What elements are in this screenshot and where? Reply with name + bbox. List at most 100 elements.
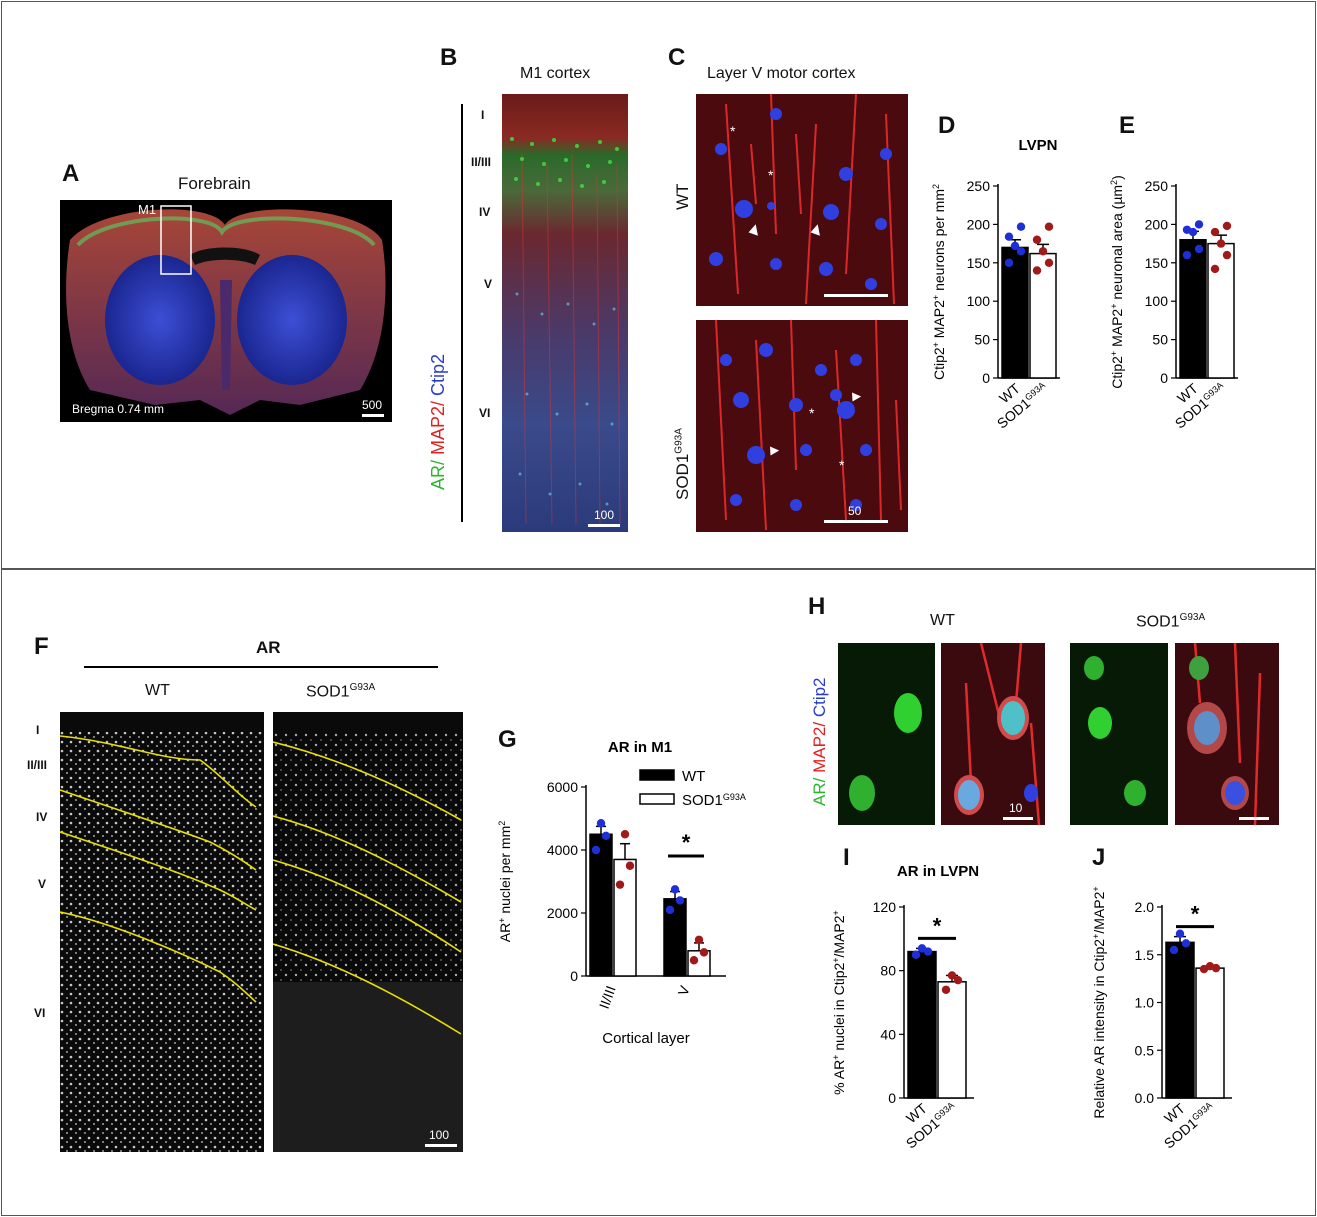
panel-f-title-rule (84, 666, 438, 668)
bar-sod (1195, 967, 1225, 1099)
y-tick-label: 40 (880, 1026, 896, 1042)
panel-c-sod-side-label: SOD1G93A (673, 428, 692, 500)
h-ar-stain-label: AR/ (810, 777, 829, 806)
bar-wt (907, 950, 937, 1099)
y-tick-label: 200 (1145, 216, 1169, 232)
ar-stain-label: AR/ (428, 459, 448, 490)
x-tick-label: II/III (596, 984, 619, 1011)
y-tick-label: 4000 (547, 842, 578, 858)
f-layer-3: IV (36, 810, 48, 824)
panel-label-e: E (1119, 112, 1136, 139)
b-layer-2: II/III (471, 155, 492, 169)
panel-c-title: Layer V motor cortex (707, 65, 856, 82)
data-point (1044, 258, 1054, 267)
data-point (1210, 264, 1220, 274)
data-point (675, 896, 685, 905)
data-point (1032, 235, 1042, 244)
b-layer-4: V (484, 277, 493, 291)
h-wt-merge-micrograph: 10 (941, 643, 1045, 825)
data-point (1181, 939, 1191, 948)
panel-label-f: F (34, 633, 49, 660)
panel-label-a: A (62, 160, 80, 187)
top-figure-frame (1, 1, 1316, 569)
y-axis-label: Ctip2+ MAP2+ neurons per mm2 (931, 184, 947, 380)
panel-h-sod-header: SOD1G93A (1136, 612, 1206, 631)
data-point (1222, 221, 1232, 231)
b-layer-5: VI (479, 406, 491, 420)
panel-b-layer-line (461, 104, 463, 522)
chart-title: AR in M1 (608, 739, 672, 756)
data-point (1010, 241, 1020, 251)
legend-swatch-sod (639, 793, 675, 805)
data-point (941, 985, 951, 994)
panel-label-i: I (843, 844, 850, 871)
y-axis-label: Ctip2+ MAP2+ neuronal area (µm2) (1109, 175, 1125, 389)
h-sod-merge-texture (1187, 643, 1262, 825)
scale-bar-c-label: 50 (848, 504, 862, 518)
data-point (1194, 220, 1204, 229)
y-tick-label: 0 (982, 370, 990, 386)
y-tick-label: 150 (1145, 255, 1169, 271)
y-tick-label: 0.5 (1135, 1042, 1155, 1058)
bar-wt (589, 833, 613, 977)
bar-sod (613, 858, 637, 977)
data-point (1205, 962, 1215, 971)
data-point (1004, 258, 1014, 267)
legend-swatch-wt (639, 769, 675, 781)
data-point (1216, 239, 1226, 248)
data-point (591, 845, 601, 855)
significance-star: * (933, 913, 942, 938)
map2-stain-label: MAP2/ (428, 400, 448, 460)
data-point (689, 956, 699, 965)
h-map2-stain-label: MAP2/ (810, 721, 829, 778)
data-point (1182, 225, 1192, 234)
y-tick-label: 50 (974, 332, 990, 348)
h-wt-ar-micrograph (838, 643, 935, 825)
data-point (694, 935, 704, 944)
scale-bar-f-label: 100 (429, 1128, 450, 1142)
panel-f-wt-header: WT (145, 682, 170, 699)
y-tick-label: 200 (967, 216, 991, 232)
h-wt-ar-texture (849, 693, 922, 811)
data-point (953, 976, 963, 985)
data-point (665, 905, 675, 915)
y-axis-label: Relative AR intensity in Ctip2+/MAP2+ (1091, 886, 1107, 1118)
forebrain-section-image (66, 205, 386, 415)
data-point (1032, 266, 1042, 275)
data-point (1175, 929, 1185, 938)
panel-f-sod-header: SOD1G93A (306, 682, 376, 701)
data-point (670, 885, 680, 894)
chart-d-lvpn-density: LVPN 0 50 100 150 200 250 Ctip2+ MAP2+ neurons … (931, 137, 1060, 432)
y-tick-label: 250 (1145, 178, 1169, 194)
layer5-sod-micrograph: * * 50 (696, 320, 908, 532)
ctip2-stain-label: Ctip2 (428, 353, 448, 401)
chart-title: LVPN (1019, 137, 1058, 154)
significance-star: * (1191, 902, 1200, 927)
chart-j-ar-intensity: 0.0 0.5 1.0 1.5 2.0 Relative AR intensity in … (1091, 886, 1232, 1152)
m1-cortex-micrograph: 100 (502, 94, 628, 532)
layer5-sod-texture: ** (715, 320, 902, 531)
h-ctip2-stain-label: Ctip2 (810, 677, 829, 722)
y-axis-label: % AR+ nuclei in Ctip2+/MAP2+ (831, 910, 847, 1095)
m1-cortex-texture (510, 137, 621, 525)
data-point (1222, 250, 1232, 260)
panel-h-stain-legend: AR/ MAP2/ Ctip2 (810, 677, 830, 806)
y-tick-label: 1.5 (1135, 947, 1155, 963)
x-tick-label: V (675, 983, 693, 998)
layer5-wt-texture: ** (709, 94, 895, 305)
scale-bar-a (362, 414, 384, 417)
scale-bar-a-label: 500 (362, 398, 383, 412)
scale-bar-b-label: 100 (594, 508, 615, 522)
layer5-wt-micrograph: * * (696, 94, 908, 306)
data-point (1016, 247, 1026, 256)
bottom-figure-frame (1, 569, 1316, 1216)
y-tick-label: 0 (570, 968, 578, 984)
bar-sod (1207, 242, 1235, 379)
svg-text:*: * (768, 167, 774, 183)
y-tick-label: 100 (1145, 293, 1169, 309)
forebrain-micrograph: M1 Bregma 0.74 mm 500 (60, 200, 392, 422)
panel-label-d: D (938, 112, 956, 139)
panel-label-h: H (808, 593, 826, 620)
data-point (1210, 227, 1220, 237)
data-point (1038, 247, 1048, 256)
